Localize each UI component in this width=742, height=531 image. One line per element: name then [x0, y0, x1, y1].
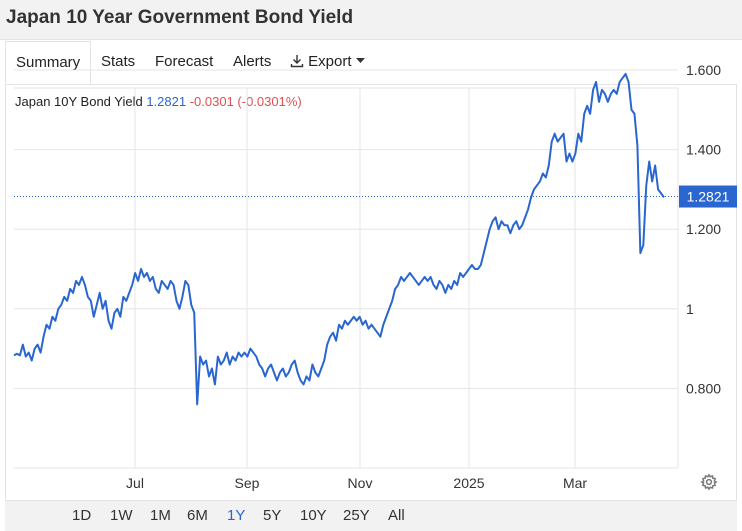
current-value-label: 1.2821: [687, 189, 730, 205]
y-tick-label: 1.600: [686, 62, 721, 78]
tab-summary[interactable]: Summary: [5, 41, 92, 84]
x-tick-label: Sep: [235, 475, 260, 491]
range-5y[interactable]: 5Y: [263, 507, 282, 524]
y-tick-label: 0.800: [686, 380, 721, 396]
export-label: Export: [308, 53, 352, 70]
x-tick-label: Jul: [126, 475, 144, 491]
x-tick-label: Nov: [348, 475, 373, 491]
current-value-tag: 1.2821: [679, 185, 737, 208]
chart-panel: [5, 85, 737, 531]
title-bar: Japan 10 Year Government Bond Yield: [0, 0, 742, 40]
range-25y[interactable]: 25Y: [343, 507, 370, 524]
page-title: Japan 10 Year Government Bond Yield: [6, 7, 354, 28]
legend-change: -0.0301 (-0.0301%): [189, 94, 302, 109]
x-tick-label: Mar: [563, 475, 587, 491]
x-tick-label: 2025: [453, 475, 484, 491]
y-tick-label: 1.200: [686, 221, 721, 237]
caret-down-icon: [355, 58, 365, 63]
range-selector: 1D 1W 1M 6M 1Y 5Y 10Y 25Y All: [5, 500, 737, 531]
y-tick-label: 1: [686, 301, 694, 317]
tab-alerts[interactable]: Alerts: [233, 53, 272, 70]
range-all[interactable]: All: [388, 507, 405, 524]
legend-value: 1.2821: [146, 94, 187, 109]
series-line: [13, 72, 665, 406]
range-6m[interactable]: 6M: [187, 507, 208, 524]
range-10y[interactable]: 10Y: [300, 507, 327, 524]
range-1y[interactable]: 1Y: [227, 507, 246, 524]
tab-export[interactable]: Export: [290, 41, 365, 83]
tab-forecast[interactable]: Forecast: [155, 53, 214, 70]
range-1w[interactable]: 1W: [110, 507, 133, 524]
gear-icon[interactable]: [700, 473, 718, 491]
tab-bar: Summary Stats Forecast Alerts Export: [5, 41, 737, 85]
range-1d[interactable]: 1D: [72, 507, 92, 524]
chart-legend: Japan 10Y Bond Yield 1.2821 -0.0301 (-0.…: [15, 94, 302, 109]
download-icon: [290, 55, 304, 68]
legend-series-name: Japan 10Y Bond Yield: [15, 94, 143, 109]
range-1m[interactable]: 1M: [150, 507, 171, 524]
y-tick-label: 1.400: [686, 142, 721, 158]
tab-stats[interactable]: Stats: [101, 53, 136, 70]
